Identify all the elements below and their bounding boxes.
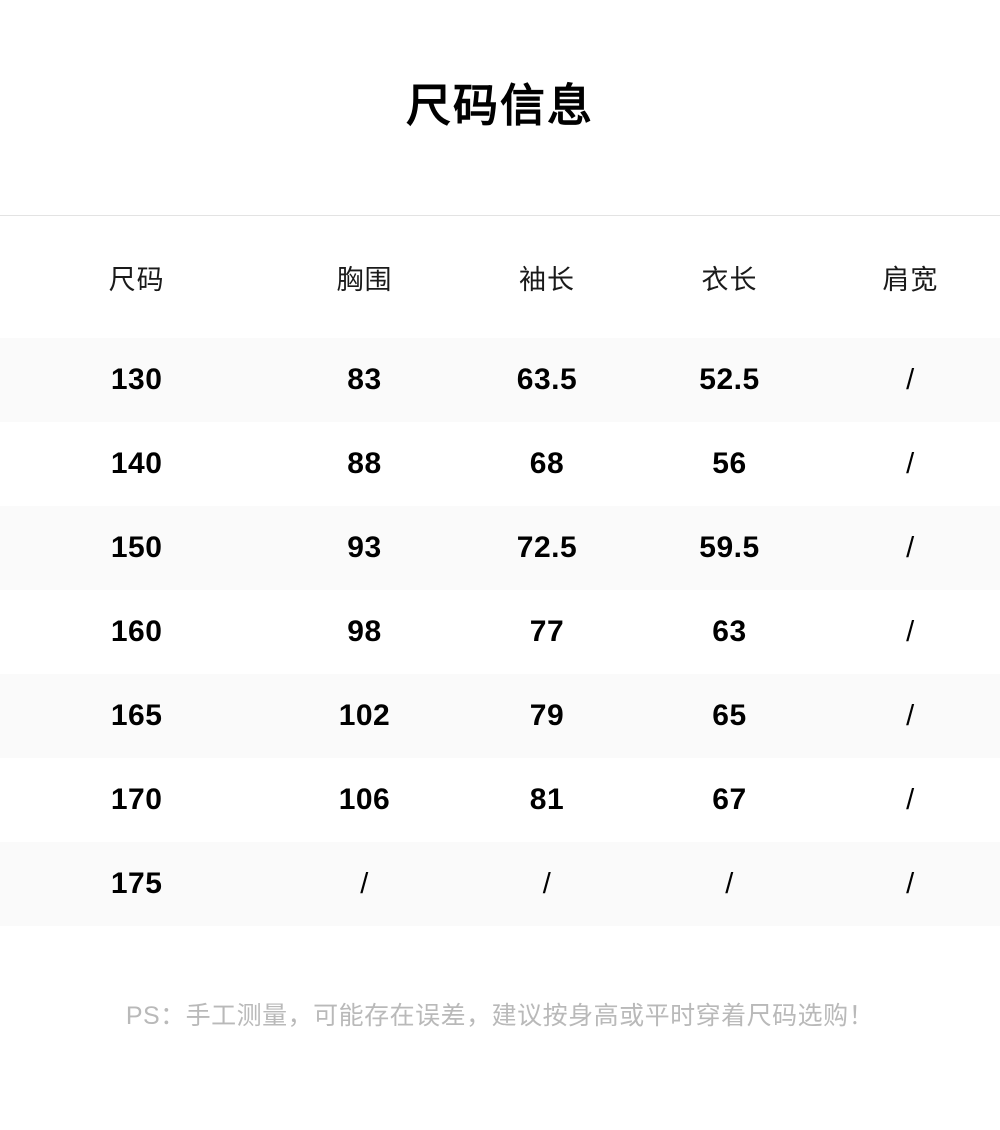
cell-shoulder: / <box>820 338 1000 422</box>
cell-shoulder: / <box>820 758 1000 842</box>
column-header-chest: 胸围 <box>273 216 456 338</box>
table-row: 150 93 72.5 59.5 / <box>0 506 1000 590</box>
cell-size: 170 <box>0 758 274 842</box>
cell-shoulder: / <box>820 590 1000 674</box>
table-row: 175 / / / / <box>0 842 1000 926</box>
cell-size: 150 <box>0 506 274 590</box>
cell-sleeve: 63.5 <box>455 338 639 422</box>
table-row: 140 88 68 56 / <box>0 422 1000 506</box>
size-chart-table: 尺码 胸围 袖长 衣长 肩宽 130 83 63.5 52.5 / 140 88… <box>0 216 1000 926</box>
table-row: 165 102 79 65 / <box>0 674 1000 758</box>
cell-length: 63 <box>638 590 821 674</box>
cell-chest: 106 <box>273 758 456 842</box>
cell-size: 130 <box>0 338 274 422</box>
measurement-disclaimer: PS：手工测量，可能存在误差，建议按身高或平时穿着尺码选购！ <box>125 1002 875 1030</box>
cell-sleeve: 81 <box>455 758 639 842</box>
cell-chest: 83 <box>273 338 456 422</box>
cell-sleeve: 72.5 <box>455 506 639 590</box>
cell-sleeve: 68 <box>455 422 639 506</box>
cell-sleeve: 77 <box>455 590 639 674</box>
cell-size: 140 <box>0 422 274 506</box>
cell-size: 175 <box>0 842 274 926</box>
page-title: 尺码信息 <box>405 79 594 131</box>
cell-chest: 88 <box>273 422 456 506</box>
table-row: 160 98 77 63 / <box>0 590 1000 674</box>
cell-length: / <box>638 842 821 926</box>
cell-shoulder: / <box>820 842 1000 926</box>
cell-length: 59.5 <box>638 506 821 590</box>
cell-chest: 93 <box>273 506 456 590</box>
cell-shoulder: / <box>820 674 1000 758</box>
cell-size: 165 <box>0 674 274 758</box>
column-header-length: 衣长 <box>638 216 821 338</box>
table-header: 尺码 胸围 袖长 衣长 肩宽 <box>0 216 1000 338</box>
cell-sleeve: 79 <box>455 674 639 758</box>
title-block: 尺码信息 <box>0 0 1000 215</box>
column-header-sleeve: 袖长 <box>455 216 639 338</box>
cell-shoulder: / <box>820 506 1000 590</box>
column-header-size: 尺码 <box>0 216 274 338</box>
cell-shoulder: / <box>820 422 1000 506</box>
header-divider <box>0 215 1000 216</box>
cell-sleeve: / <box>455 842 639 926</box>
cell-chest: 98 <box>273 590 456 674</box>
table-header-row: 尺码 胸围 袖长 衣长 肩宽 <box>0 216 1000 338</box>
cell-chest: / <box>273 842 456 926</box>
cell-length: 52.5 <box>638 338 821 422</box>
column-header-shoulder: 肩宽 <box>820 216 1000 338</box>
table-row: 130 83 63.5 52.5 / <box>0 338 1000 422</box>
cell-length: 56 <box>638 422 821 506</box>
cell-size: 160 <box>0 590 274 674</box>
table-row: 170 106 81 67 / <box>0 758 1000 842</box>
cell-length: 65 <box>638 674 821 758</box>
cell-chest: 102 <box>273 674 456 758</box>
cell-length: 67 <box>638 758 821 842</box>
table-body: 130 83 63.5 52.5 / 140 88 68 56 / 150 93… <box>0 338 1000 926</box>
